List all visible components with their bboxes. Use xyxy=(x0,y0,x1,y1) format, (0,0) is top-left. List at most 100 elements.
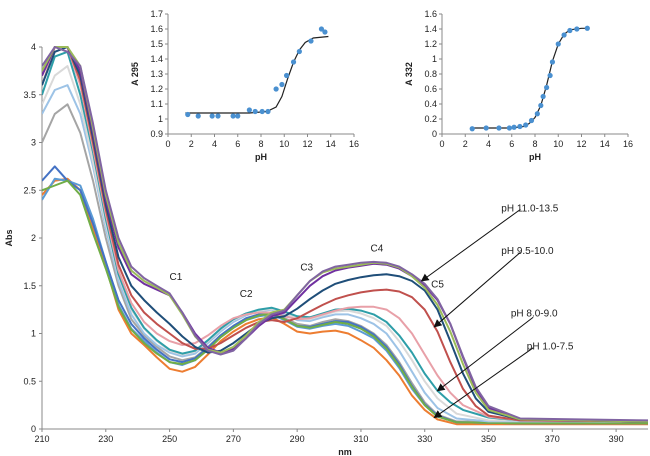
annotation-c1: C1 xyxy=(170,272,183,283)
y-tick-label: 4 xyxy=(31,42,36,52)
inset-y-tick-label: 1.4 xyxy=(150,54,163,64)
inset-y-tick-label: 0.6 xyxy=(424,84,437,94)
inset-x-tick-label: 12 xyxy=(576,139,586,149)
inset-y-tick-label: 1.6 xyxy=(150,24,163,34)
inset-x-tick-label: 14 xyxy=(600,139,610,149)
x-tick-label: 350 xyxy=(481,434,496,444)
callout-label-4: pH 1.0-7.5 xyxy=(527,342,574,353)
x-tick-label: 270 xyxy=(226,434,241,444)
x-axis-title: nm xyxy=(338,447,352,456)
spectrum-line-1 xyxy=(42,177,648,426)
inset-x-tick-label: 14 xyxy=(326,139,336,149)
inset-x-tick-label: 6 xyxy=(509,139,514,149)
y-tick-label: 1 xyxy=(31,329,36,339)
inset-data-point xyxy=(517,123,523,130)
inset-data-point xyxy=(308,38,314,44)
inset-data-point xyxy=(230,113,236,119)
inset-chart-a332: 0 0.2 0.4 0.6 0.8 1 1.2 1.4 1.6 0 2 4 6 8 10 12 14 16 pH A … xyxy=(402,6,642,166)
inset-y-tick-label: 1.1 xyxy=(150,99,163,109)
inset-x-axis-title: pH xyxy=(529,152,541,162)
inset-x-tick-label: 12 xyxy=(302,139,312,149)
inset-x-tick-label: 6 xyxy=(235,139,240,149)
inset-data-point xyxy=(547,72,553,79)
spectrum-line-2 xyxy=(42,177,648,425)
inset-data-point xyxy=(483,125,489,131)
inset-data-point xyxy=(185,111,191,118)
inset-x-tick-label: 10 xyxy=(553,139,563,149)
annotation-c2: C2 xyxy=(240,289,253,300)
callout-arrow-2 xyxy=(433,251,521,328)
inset-data-point xyxy=(296,48,302,55)
spectrum-line-11 xyxy=(42,46,648,423)
inset-x-tick-label: 2 xyxy=(463,139,468,149)
callout-label-2: pH 9.5-10.0 xyxy=(501,246,554,257)
inset-data-point xyxy=(511,124,517,130)
inset-data-point xyxy=(538,102,544,109)
inset-data-point xyxy=(265,108,271,115)
inset-data-point xyxy=(540,93,546,100)
annotation-c4: C4 xyxy=(370,243,383,254)
callout-arrow-1 xyxy=(420,208,521,282)
y-tick-label: 2 xyxy=(31,233,36,243)
inset-data-point xyxy=(273,86,279,92)
inset-x-tick-label: 0 xyxy=(165,139,170,149)
inset-x-tick-label: 16 xyxy=(349,139,359,149)
callout-arrow-3 xyxy=(436,316,534,392)
inset-data-point xyxy=(279,81,285,88)
inset-data-point xyxy=(506,125,513,131)
y-tick-label: 3.5 xyxy=(23,90,36,100)
inset-y-tick-label: 0 xyxy=(432,129,437,139)
y-tick-label: 0 xyxy=(31,424,36,434)
inset-data-point xyxy=(544,84,550,91)
spectrum-line-5 xyxy=(42,179,648,425)
inset-data-point xyxy=(528,117,535,124)
inset-data-point xyxy=(523,122,529,128)
x-tick-label: 210 xyxy=(34,434,49,444)
inset-y-tick-label: 1.4 xyxy=(424,24,437,34)
inset-data-point xyxy=(283,72,290,79)
inset-data-point xyxy=(235,113,241,119)
inset-y-tick-label: 0.4 xyxy=(424,99,437,109)
inset-data-point xyxy=(549,59,556,65)
inset-y-tick-label: 1.3 xyxy=(150,69,163,79)
inset-data-point xyxy=(534,111,540,117)
y-tick-label: 3 xyxy=(31,138,36,148)
inset-data-point xyxy=(469,126,475,132)
inset-data-point xyxy=(555,41,561,47)
x-tick-label: 330 xyxy=(417,434,432,444)
x-tick-label: 290 xyxy=(290,434,305,444)
callout-label-3: pH 8.0-9.0 xyxy=(511,308,558,319)
inset-x-tick-label: 8 xyxy=(258,139,263,149)
inset-y-tick-label: 1 xyxy=(158,114,163,124)
x-tick-label: 230 xyxy=(98,434,113,444)
inset-data-point xyxy=(246,107,252,113)
inset-fit-line xyxy=(185,35,329,114)
y-tick-label: 2.5 xyxy=(23,185,36,195)
inset-x-tick-label: 10 xyxy=(279,139,289,149)
spectrum-line-13 xyxy=(42,46,648,423)
x-tick-label: 250 xyxy=(162,434,177,444)
inset-x-tick-label: 4 xyxy=(486,139,491,149)
inset-x-tick-label: 8 xyxy=(532,139,537,149)
inset-y-axis-title: A 332 xyxy=(404,62,414,86)
x-tick-label: 310 xyxy=(353,434,368,444)
inset-x-tick-label: 4 xyxy=(212,139,217,149)
annotation-c5: C5 xyxy=(431,280,444,291)
inset-data-point xyxy=(215,113,221,119)
inset-y-tick-label: 1.7 xyxy=(150,9,163,19)
x-tick-label: 390 xyxy=(609,434,624,444)
inset-y-tick-label: 1 xyxy=(432,54,437,64)
y-axis-title: Abs xyxy=(4,229,14,246)
inset-x-tick-label: 0 xyxy=(439,139,444,149)
inset-data-point xyxy=(574,26,580,32)
annotation-c3: C3 xyxy=(300,262,313,273)
spectrum-line-10 xyxy=(42,46,648,423)
inset-y-tick-label: 1.6 xyxy=(424,9,437,19)
inset-data-point xyxy=(259,108,265,115)
inset-chart-a295: 0.9 1 1.1 1.2 1.3 1.4 1.5 1.6 1.7 0 2 4 6 8 10 12 14 16 pH… xyxy=(128,6,368,166)
inset-data-point xyxy=(209,113,215,119)
callout-label-1: pH 11.0-13.5 xyxy=(501,203,559,214)
inset-y-tick-label: 0.9 xyxy=(150,129,163,139)
inset-y-tick-label: 1.2 xyxy=(424,39,437,49)
